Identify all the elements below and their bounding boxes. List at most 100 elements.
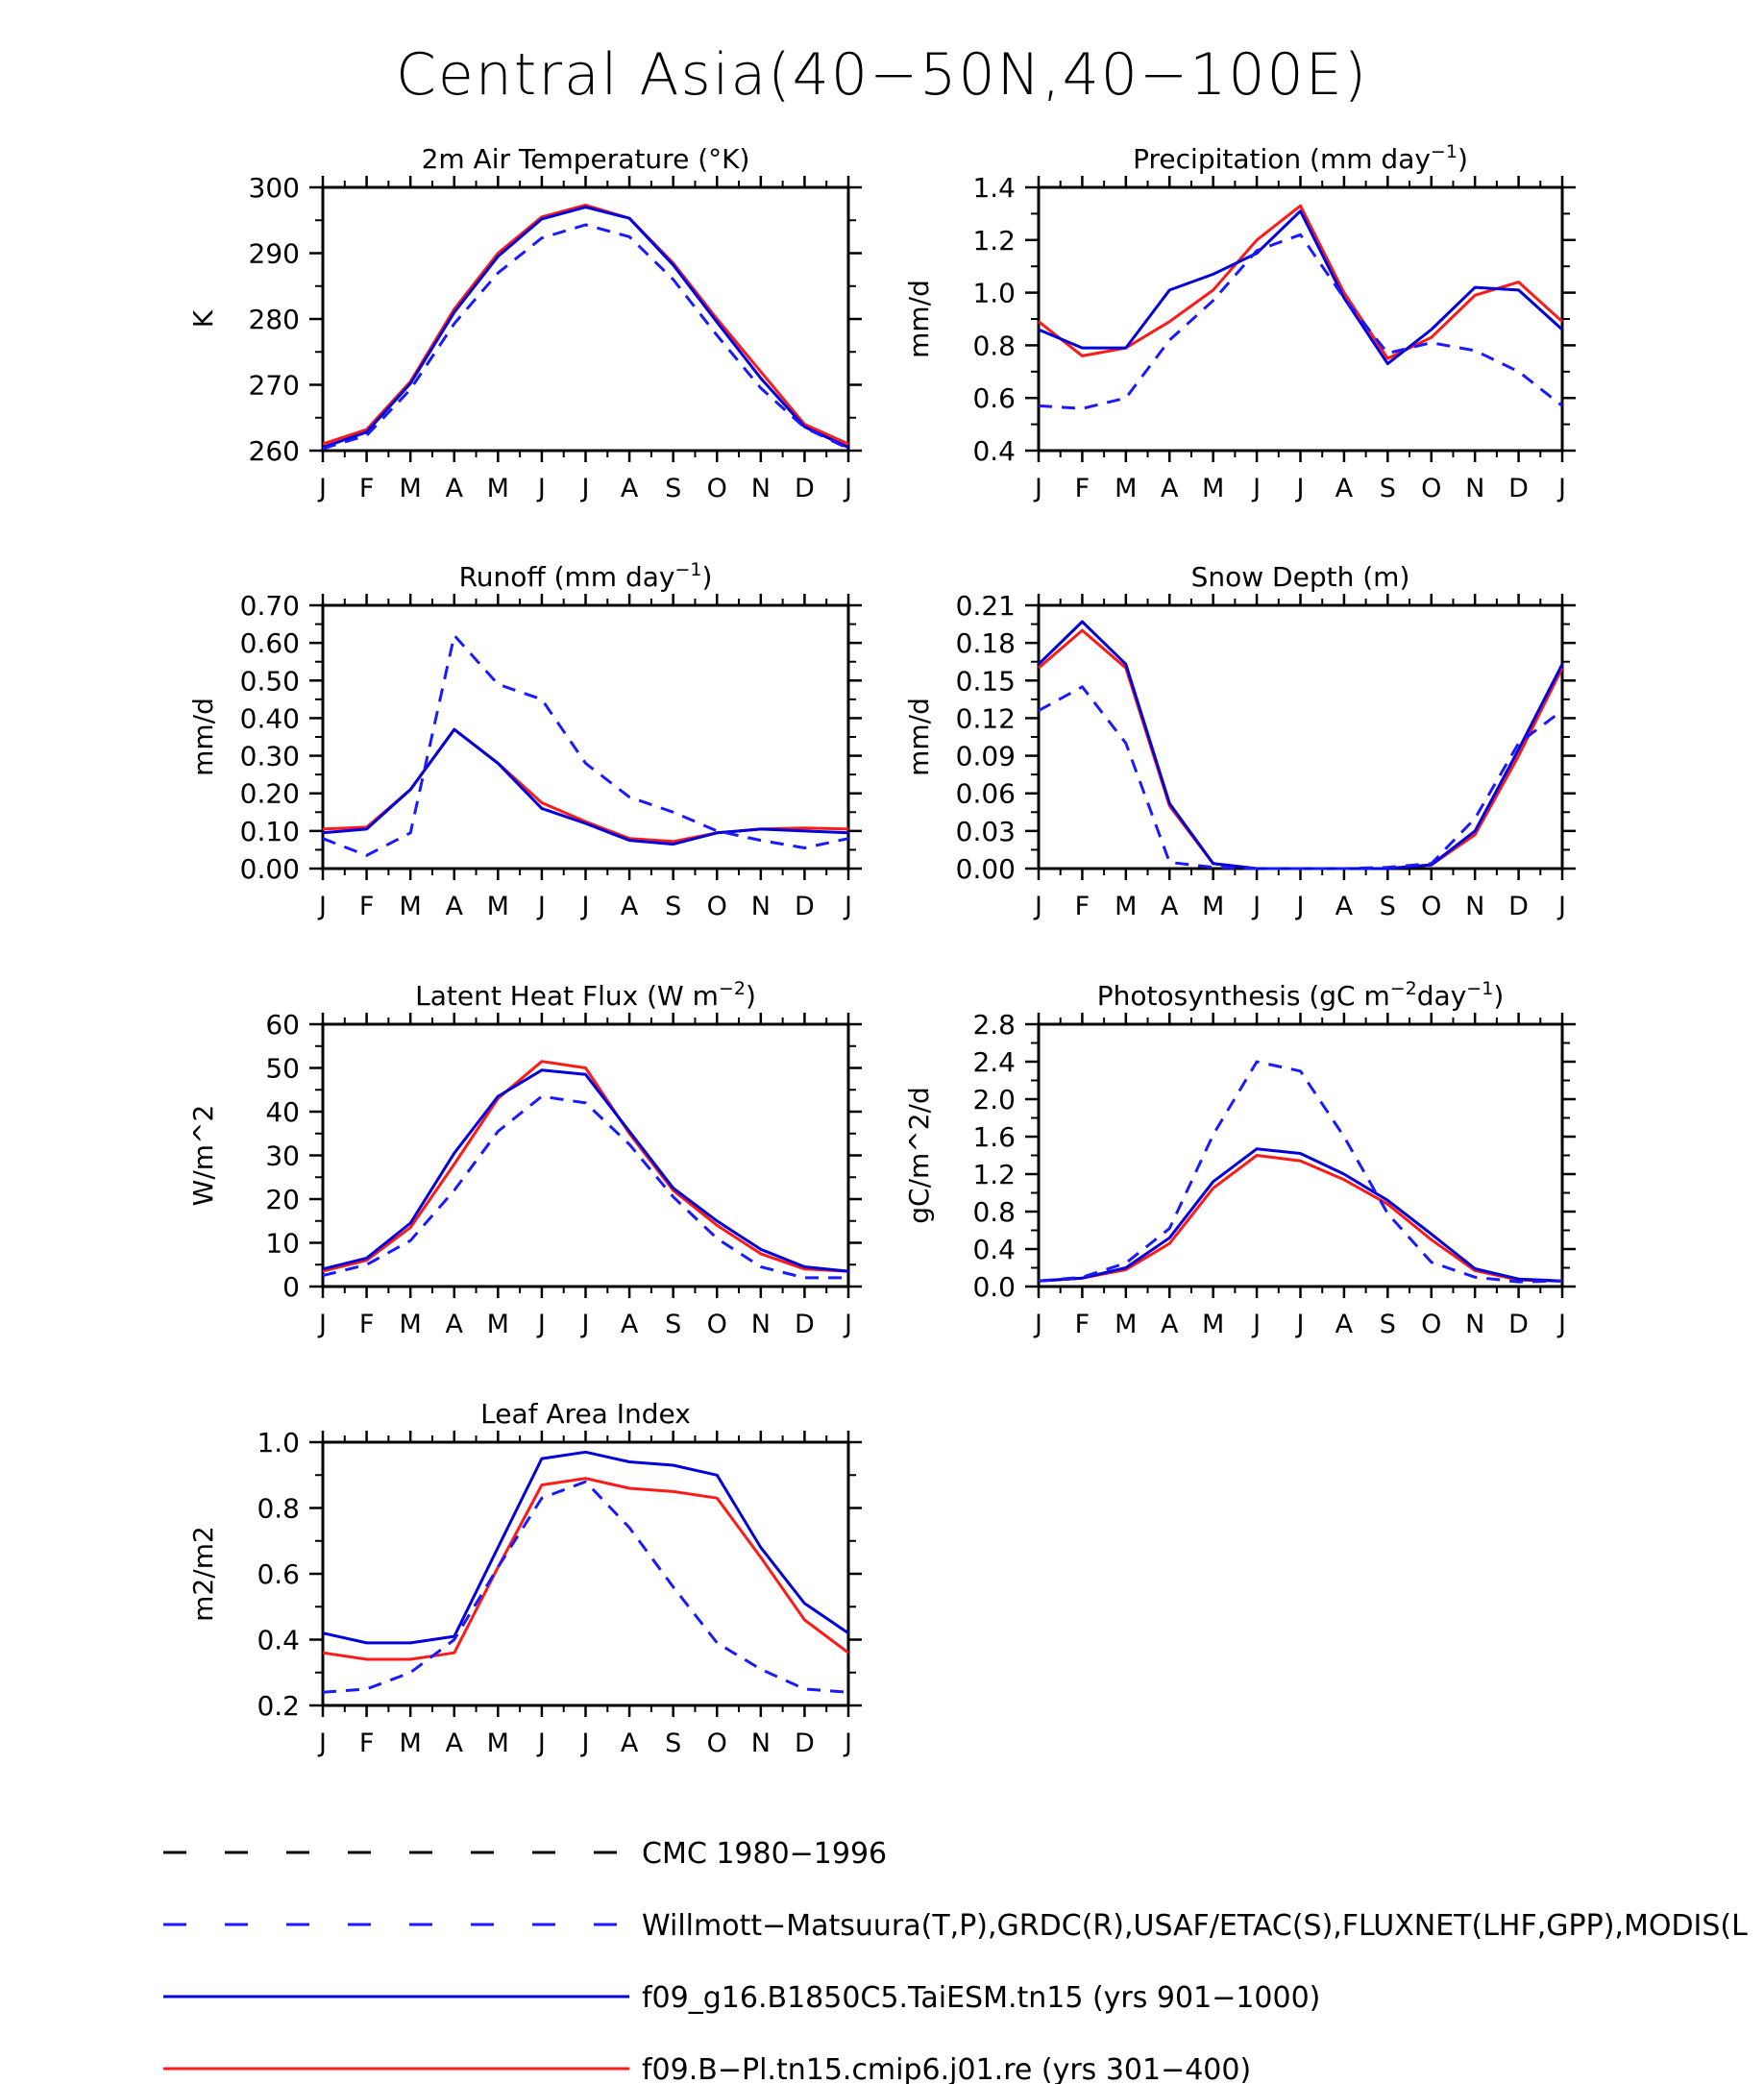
y-tick-label: 0.2 [257,1690,300,1722]
x-tick-label: J [580,474,590,503]
x-tick-label: M [1115,474,1137,503]
panel-prec: J F M A M J J A S O N D J0.40.60.81.01.21.4Precipita… [903,141,1576,503]
x-tick-label: F [359,474,375,503]
series-line-obs [1038,1060,1563,1284]
x-tick-label: J [1295,474,1305,503]
series-line-model1 [1038,209,1564,366]
x-tick-label: J [1556,1310,1566,1339]
x-tick-label: O [707,1728,727,1758]
legend-label: f09.B−Pl.tn15.cmip6.j01.re (yrs 301−400) [642,2053,1251,2084]
x-tick-label: D [795,474,815,503]
series-line-model2 [322,204,849,446]
y-tick-label: 0.40 [240,702,300,734]
x-tick-label: F [1075,474,1090,503]
y-tick-label: 30 [265,1140,300,1172]
x-tick-label: J [1556,474,1566,503]
series-line-obs [1038,233,1563,410]
x-tick-label: O [1421,1310,1441,1339]
x-tick-label: S [1380,1310,1396,1339]
y-axis-label: K [187,309,219,328]
series-line-obs [322,1094,848,1280]
y-tick-label: 0.4 [972,1234,1016,1265]
y-tick-label: 1.0 [972,278,1016,309]
panel-title: Snow Depth (m) [1191,561,1410,593]
x-tick-label: S [1380,474,1396,503]
y-tick-label: 10 [265,1228,300,1260]
y-axis-label: mm/d [903,698,935,776]
y-tick-label: 0.50 [240,665,300,697]
x-tick-label: A [446,474,464,503]
legend: CMC 1980−1996 Willmott−Matsuura(T,P),GRDC… [163,1837,1748,2084]
x-tick-label: J [1033,474,1042,503]
x-tick-label: O [707,892,727,921]
y-tick-label: 0.00 [240,853,300,885]
x-tick-label: M [487,892,509,921]
series-line-model2 [1038,204,1564,360]
x-tick-label: A [621,474,639,503]
series-line-model1 [322,206,849,450]
y-tick-label: 20 [265,1184,300,1215]
y-tick-label: 1.0 [257,1427,300,1459]
x-tick-label: A [446,1728,464,1758]
x-tick-label: A [446,892,464,921]
x-tick-label: D [795,1728,815,1758]
x-tick-label: M [400,474,422,503]
panel-snow: J F M A M J J A S O N D J0.000.030.060.090.120.150.1… [903,561,1576,921]
x-tick-label: J [317,474,327,503]
panel-title: Precipitation (mm day−1) [1133,141,1468,175]
y-tick-label: 300 [249,172,300,204]
legend-item-model2: f09.B−Pl.tn15.cmip6.j01.re (yrs 301−400) [163,2053,1251,2084]
plot-frame [321,185,850,453]
x-tick-label: A [1161,474,1179,503]
y-tick-label: 0.10 [240,816,300,847]
x-tick-label: A [621,1310,639,1339]
y-tick-label: 0 [282,1271,300,1303]
legend-label: f09_g16.B1850C5.TaiESM.tn15 (yrs 901−100… [642,1981,1320,2015]
x-tick-label: D [1508,474,1529,503]
x-tick-label: D [1508,1310,1529,1339]
x-tick-label: F [359,1728,375,1758]
x-tick-label: F [1075,892,1090,921]
y-tick-label: 0.8 [972,330,1016,361]
y-axis-label: m2/m2 [187,1526,219,1622]
panel-title: Runoff (mm day−1) [459,559,713,593]
x-tick-label: O [707,1310,727,1339]
x-tick-label: J [1251,474,1261,503]
x-tick-label: M [400,892,422,921]
y-tick-label: 2.0 [972,1084,1016,1116]
x-tick-label: J [536,892,546,921]
series-line-model1 [322,1068,849,1273]
y-tick-label: 2.4 [972,1046,1016,1078]
x-tick-label: J [580,1310,590,1339]
series-line-obs [1038,685,1563,870]
x-tick-label: A [621,1728,639,1758]
x-tick-label: M [1202,474,1224,503]
x-tick-label: M [487,474,509,503]
x-tick-label: N [751,1310,771,1339]
x-tick-label: A [621,892,639,921]
y-tick-label: 0.20 [240,778,300,810]
legend-label: Willmott−Matsuura(T,P),GRDC(R),USAF/ETAC… [642,1909,1748,1943]
x-tick-label: J [1033,1310,1042,1339]
x-tick-label: A [1335,474,1354,503]
x-tick-label: J [1251,892,1261,921]
x-tick-label: S [665,1728,681,1758]
x-tick-label: J [843,892,852,921]
x-tick-label: A [1161,1310,1179,1339]
y-tick-label: 280 [249,304,300,335]
x-tick-label: M [487,1728,509,1758]
x-tick-label: M [1202,1310,1224,1339]
y-tick-label: 2.8 [972,1009,1016,1041]
panel-title: Leaf Area Index [480,1398,691,1430]
x-tick-label: N [1465,1310,1484,1339]
series-line-model1 [322,1450,849,1645]
panel-title: Latent Heat Flux (W m−2) [415,978,756,1012]
x-tick-label: O [707,474,727,503]
x-tick-label: J [1033,892,1042,921]
plot-frame [321,1022,850,1288]
y-tick-label: 60 [265,1009,300,1041]
